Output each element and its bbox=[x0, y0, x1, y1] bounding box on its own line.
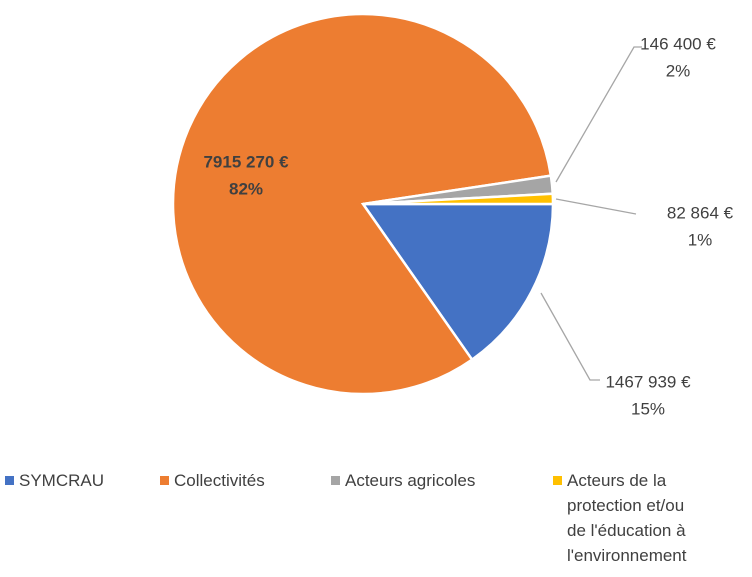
legend-label: Collectivités bbox=[174, 471, 265, 490]
legend-label: Acteurs de la protection et/ou de l'éduc… bbox=[567, 471, 687, 565]
data-label: 1% bbox=[688, 230, 713, 249]
legend-swatch bbox=[553, 476, 562, 485]
legend-item: Collectivités bbox=[160, 468, 320, 493]
data-label: 7915 270 € bbox=[203, 152, 289, 171]
data-label: 82 864 € bbox=[667, 203, 734, 222]
legend-item: Acteurs agricoles bbox=[331, 468, 541, 493]
data-label: 146 400 € bbox=[640, 34, 716, 53]
chart: 1467 939 € 15% 7915 270 € 82% 146 400 € 2% 82 … bbox=[171, 12, 734, 418]
legend-label: SYMCRAU bbox=[19, 471, 105, 490]
leader-line bbox=[555, 46, 642, 183]
legend-swatch bbox=[5, 476, 14, 485]
legend-label: Acteurs agricoles bbox=[345, 471, 476, 490]
pie-slice bbox=[360, 202, 555, 362]
pie-slice bbox=[171, 12, 553, 396]
leader-line bbox=[555, 198, 637, 215]
pie-slice bbox=[362, 192, 555, 206]
data-label: 82% bbox=[229, 179, 263, 198]
legend-item: Acteurs de la protection et/ou de l'éduc… bbox=[553, 468, 723, 568]
legend-swatch bbox=[160, 476, 169, 485]
data-label: 15% bbox=[631, 399, 665, 418]
legend-item: SYMCRAU bbox=[5, 468, 145, 493]
leader-line bbox=[540, 292, 600, 381]
data-label: 1467 939 € bbox=[605, 372, 691, 391]
legend-swatch bbox=[331, 476, 340, 485]
data-label: 2% bbox=[666, 61, 691, 80]
